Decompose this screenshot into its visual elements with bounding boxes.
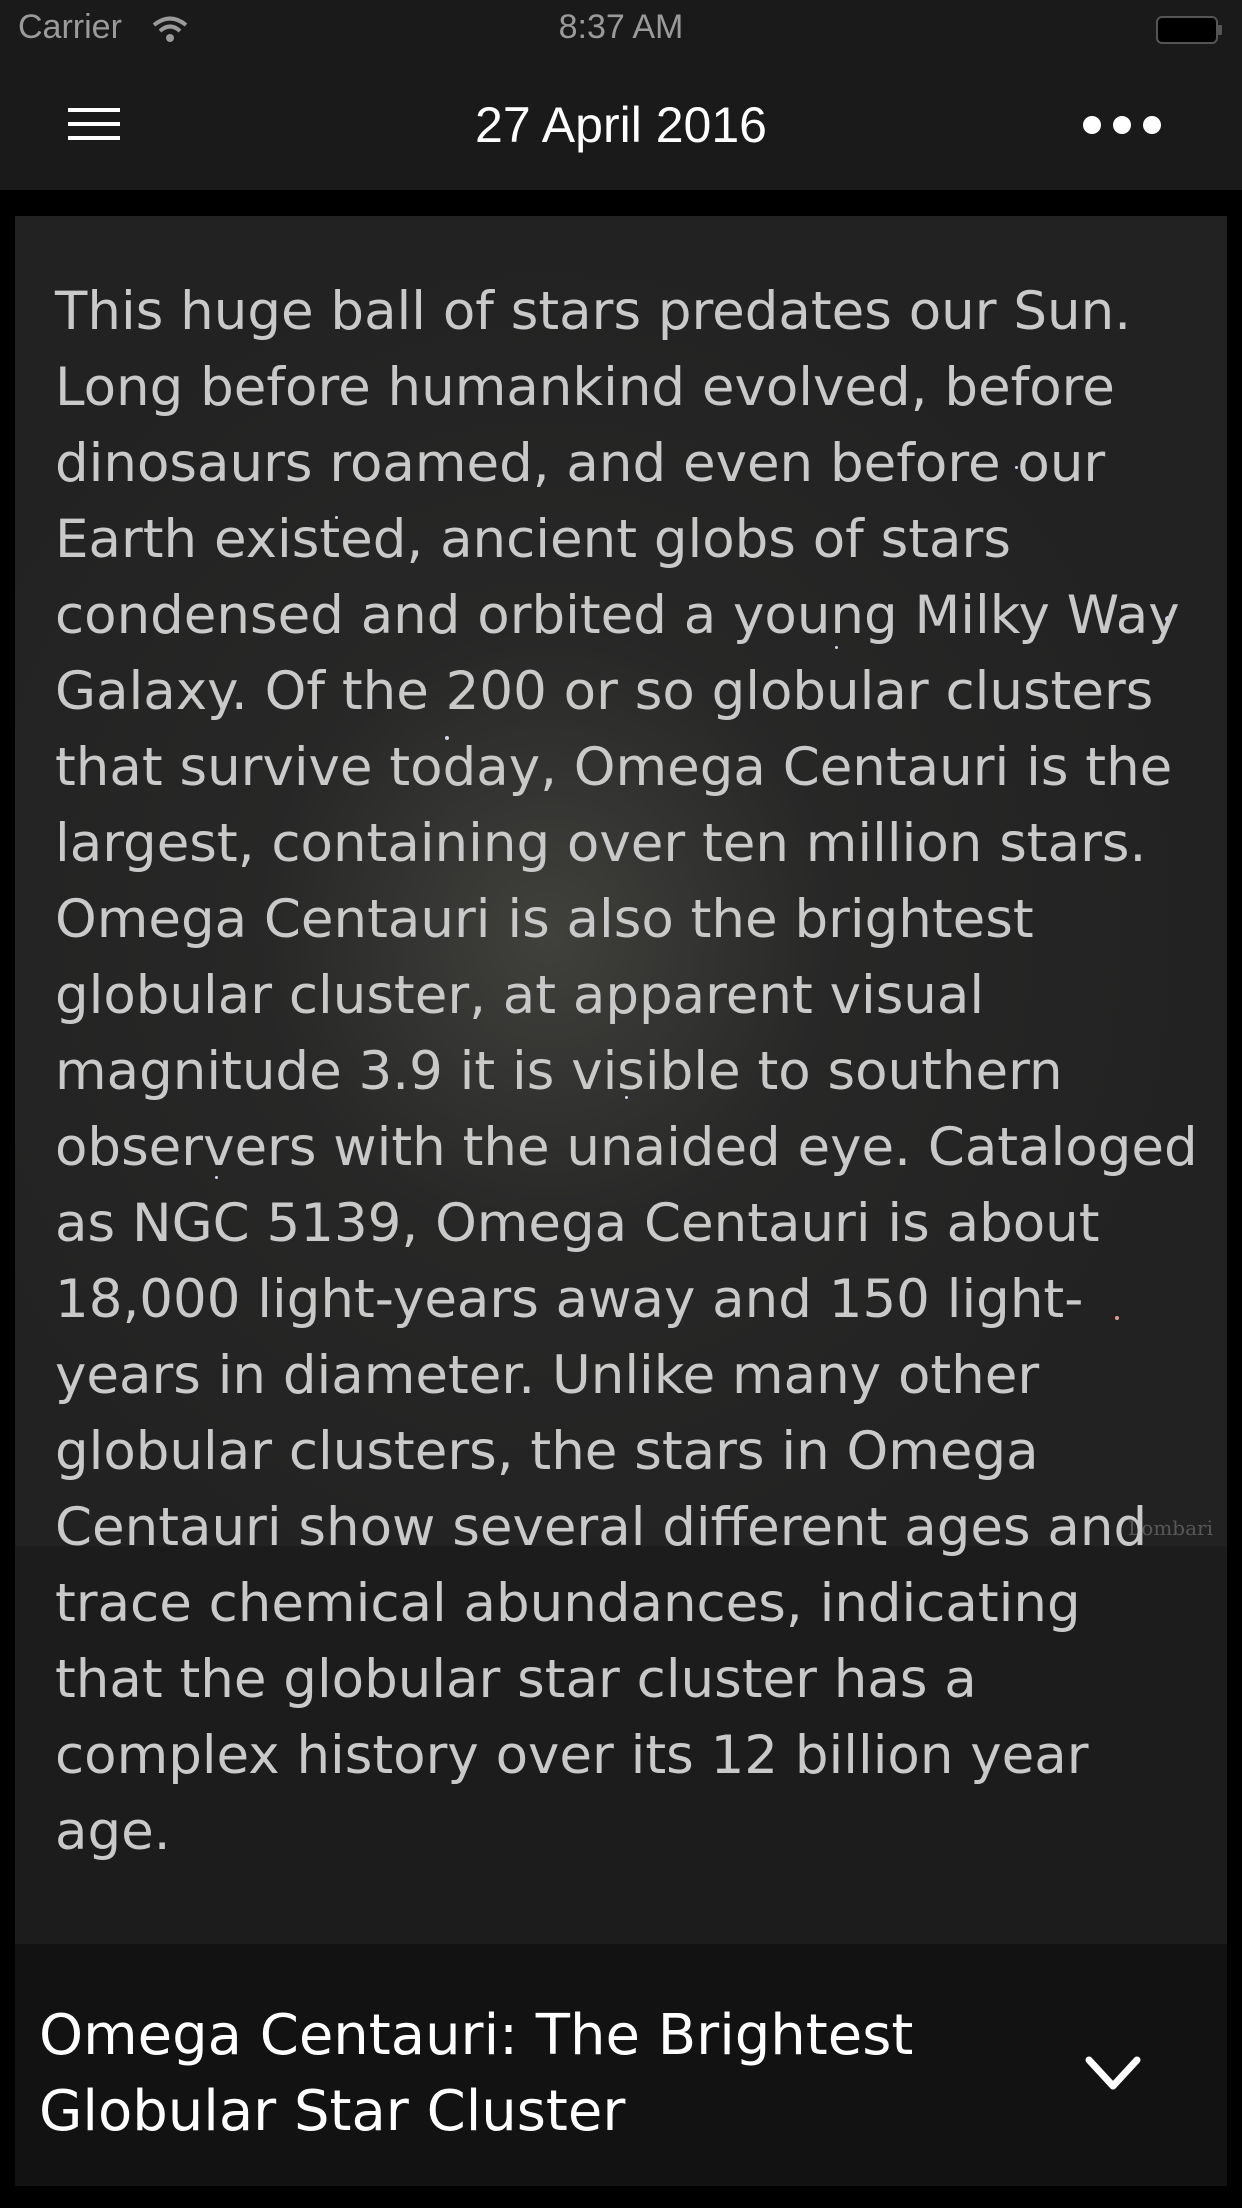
wifi-icon bbox=[152, 16, 188, 42]
image-credit: Lombari bbox=[1128, 1516, 1213, 1540]
article-title-bar[interactable]: Omega Centauri: The Brightest Globular S… bbox=[15, 1944, 1227, 2186]
article-description: This huge ball of stars predates our Sun… bbox=[55, 281, 1198, 1862]
navigation-bar: 27 April 2016 bbox=[0, 60, 1242, 190]
battery-icon bbox=[1156, 16, 1222, 44]
star-cluster-background-image bbox=[15, 216, 1227, 1546]
more-options-icon[interactable] bbox=[1072, 110, 1172, 140]
article-title: Omega Centauri: The Brightest Globular S… bbox=[39, 2003, 914, 2144]
chevron-down-icon[interactable] bbox=[1083, 2052, 1143, 2096]
status-time: 8:37 AM bbox=[558, 8, 684, 46]
status-bar: Carrier 8:37 AM bbox=[0, 0, 1242, 60]
page-title: 27 April 2016 bbox=[475, 97, 767, 153]
carrier-label: Carrier bbox=[18, 8, 122, 46]
hamburger-menu-icon[interactable] bbox=[64, 100, 128, 150]
article-card: Lombari This huge ball of stars predates… bbox=[15, 216, 1227, 2186]
